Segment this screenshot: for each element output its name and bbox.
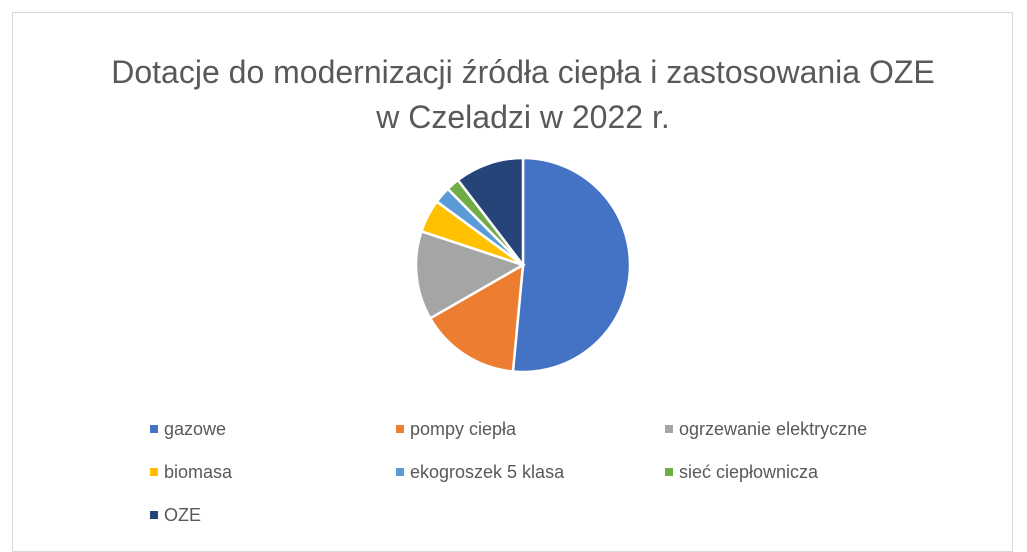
legend-swatch — [396, 425, 404, 433]
legend-label: gazowe — [164, 419, 226, 439]
legend-label: sieć ciepłownicza — [679, 462, 819, 482]
chart-title: Dotacje do modernizacji źródła ciepła i … — [111, 54, 935, 135]
legend-label: ogrzewanie elektryczne — [679, 419, 867, 439]
legend-label: pompy ciepła — [410, 419, 517, 439]
legend-swatch — [150, 511, 158, 519]
legend-label: ekogroszek 5 klasa — [410, 462, 565, 482]
legend-swatch — [150, 468, 158, 476]
legend-swatch — [150, 425, 158, 433]
pie-slice — [428, 262, 525, 373]
legend-swatch — [665, 425, 673, 433]
legend-label: OZE — [164, 505, 201, 525]
legend-swatch — [665, 468, 673, 476]
legend-swatch — [396, 468, 404, 476]
legend-label: biomasa — [164, 462, 233, 482]
pie-slice — [456, 156, 525, 269]
pie-slice — [511, 156, 632, 374]
pie-slice — [414, 229, 527, 321]
